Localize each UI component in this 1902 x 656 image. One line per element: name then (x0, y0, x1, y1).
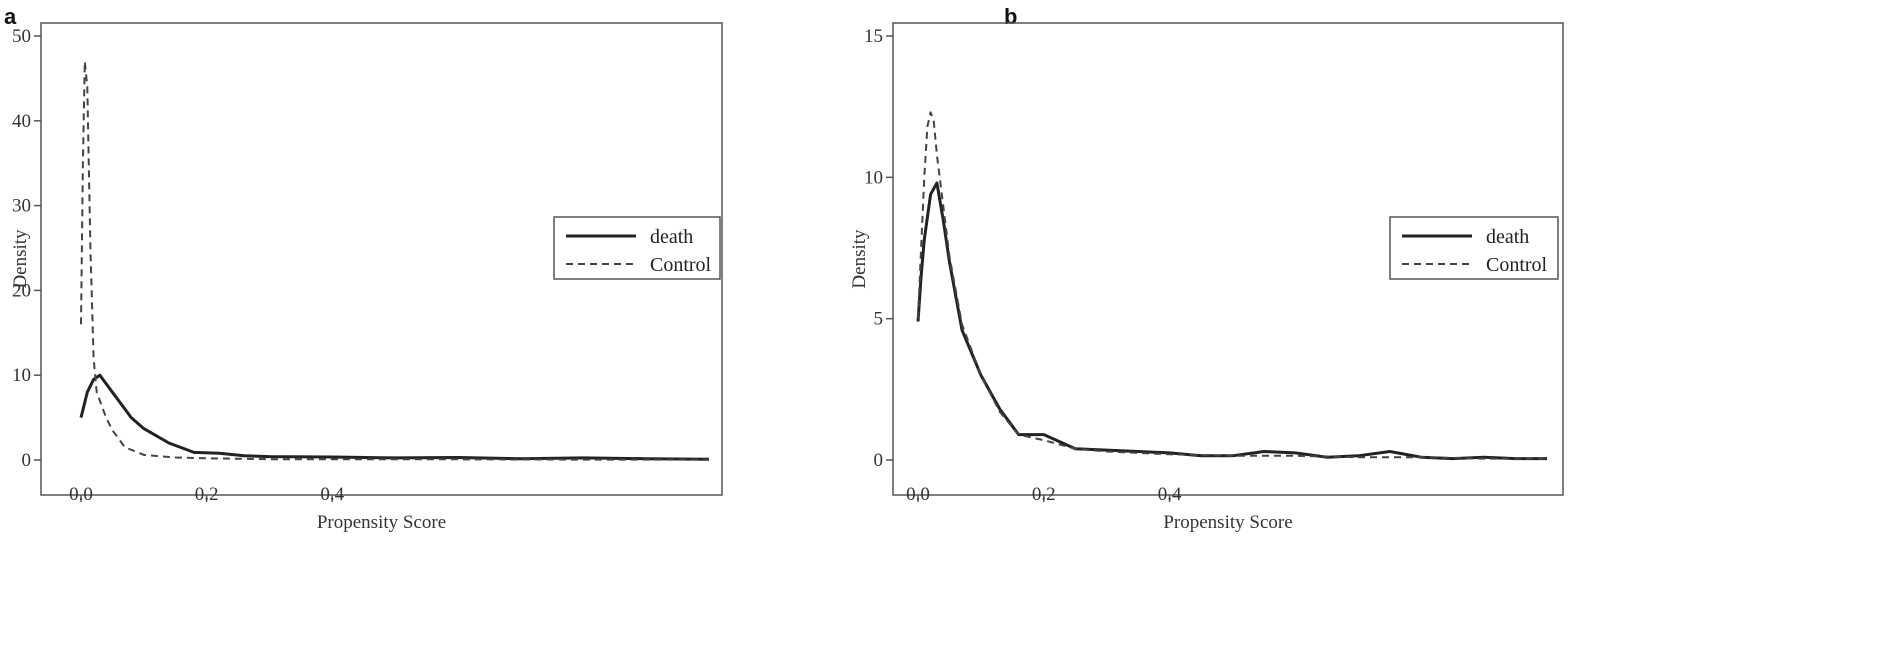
x-tick-label: 0.0 (906, 484, 930, 505)
x-tick-label: 0.0 (69, 484, 93, 505)
x-tick-label: 0.4 (320, 484, 344, 505)
y-tick-label: 40 (12, 111, 31, 132)
legend-label-control: Control (1486, 254, 1548, 276)
y-tick-label: 20 (12, 280, 31, 301)
x-axis-label: Propensity Score (317, 512, 446, 533)
y-axis-label: Density (10, 229, 31, 289)
legend: death Control (1389, 216, 1559, 280)
legend-box (1389, 216, 1559, 280)
chart-b: 0 5 10 15 0.0 0.2 0.4 Propensity Score Density de… (849, 22, 1564, 533)
y-tick-label: 15 (864, 26, 883, 47)
legend-label-control: Control (650, 254, 712, 276)
y-tick-label: 5 (874, 309, 884, 330)
y-tick-label: 10 (12, 365, 31, 386)
series-line-death (79, 373, 710, 461)
plot-frame (40, 22, 723, 496)
panel-label-a: a (4, 4, 17, 29)
y-tick-label: 0 (874, 450, 884, 471)
y-tick-label: 10 (864, 167, 883, 188)
legend: death Control (553, 216, 721, 280)
y-tick-label: 50 (12, 26, 31, 47)
series-line-control (80, 60, 710, 461)
legend-label-death: death (650, 226, 693, 248)
y-tick-label: 30 (12, 196, 31, 217)
chart-a: 0 10 20 30 40 50 0.0 0.2 0.4 Propensity Score Dens… (10, 22, 723, 533)
series-line-control (917, 111, 1547, 460)
legend-label-death: death (1486, 226, 1529, 248)
x-tick-label: 0.4 (1158, 484, 1182, 505)
x-tick-label: 0.2 (1032, 484, 1056, 505)
y-axis-label: Density (849, 229, 870, 289)
x-tick-label: 0.2 (195, 484, 219, 505)
y-tick-label: 0 (22, 450, 32, 471)
series-line-death (916, 181, 1547, 461)
plot-frame (892, 22, 1564, 496)
legend-box (553, 216, 721, 280)
x-axis-label: Propensity Score (1163, 512, 1292, 533)
